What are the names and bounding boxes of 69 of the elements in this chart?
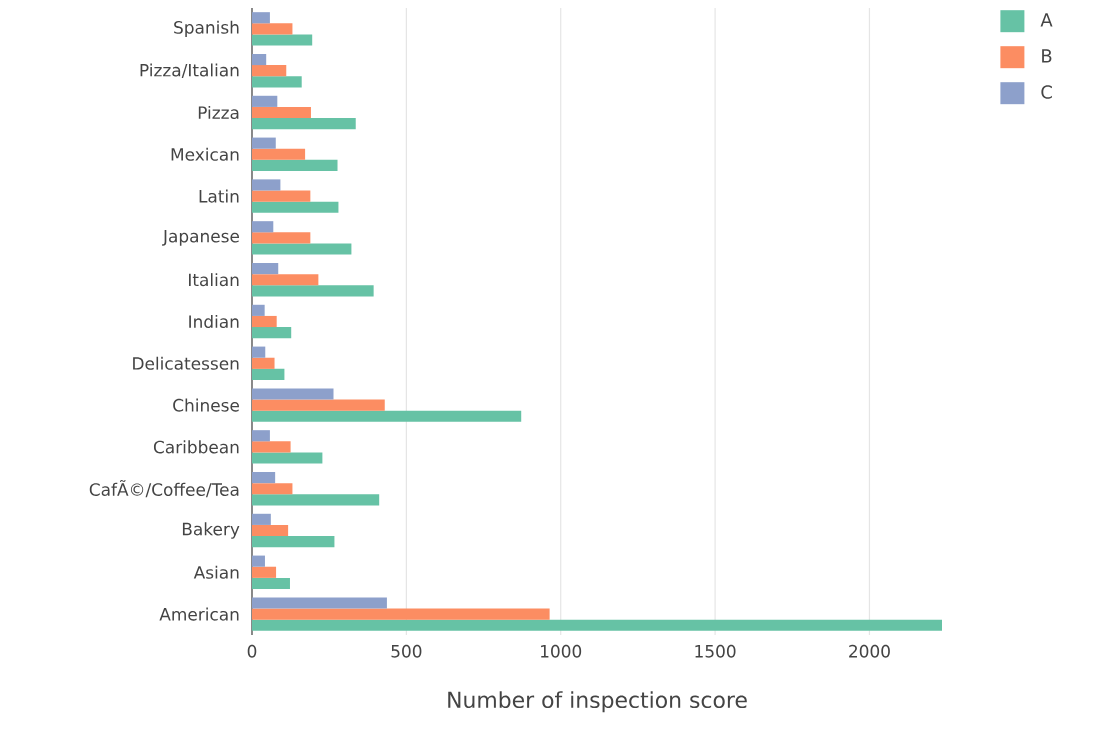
- y-tick-label: Caribbean: [153, 440, 239, 454]
- bar: [252, 368, 285, 381]
- bar: [252, 190, 311, 202]
- bar: [252, 65, 287, 77]
- bar: [252, 262, 279, 275]
- bar: [252, 471, 276, 484]
- bar: [252, 555, 265, 567]
- legend-label: A: [1040, 13, 1053, 27]
- bar: [252, 357, 275, 369]
- bar: [252, 243, 352, 255]
- bar: [252, 201, 339, 213]
- bar: [252, 137, 276, 149]
- bar: [252, 608, 550, 620]
- bar: [252, 483, 293, 495]
- x-tick-label: 1500: [695, 644, 736, 658]
- bar: [252, 148, 306, 160]
- bar: [252, 76, 302, 88]
- y-tick-label: Bakery: [182, 522, 240, 539]
- bar: [252, 597, 387, 609]
- bar: [252, 577, 290, 590]
- bar: [252, 304, 265, 316]
- bar: [252, 12, 270, 24]
- y-tick-label: Mexican: [171, 147, 239, 161]
- y-tick-label: Italian: [189, 273, 239, 287]
- y-tick-label: Delicatessen: [133, 356, 239, 370]
- legend-label: B: [1042, 49, 1052, 63]
- bar: [252, 232, 311, 244]
- y-tick-label: Spanish: [174, 20, 239, 38]
- bar: [252, 452, 323, 464]
- x-tick-label: 0: [247, 644, 257, 658]
- bar: [252, 524, 289, 537]
- bar: [252, 430, 270, 442]
- y-tick-label: Asian: [193, 565, 239, 579]
- bar: [252, 23, 293, 35]
- x-tick-label: 500: [391, 644, 422, 658]
- bar: [252, 494, 380, 506]
- bar: [252, 221, 274, 233]
- bar: [252, 388, 334, 400]
- y-tick-label: Chinese: [173, 398, 239, 412]
- bar: [252, 95, 278, 107]
- bar: [252, 285, 374, 297]
- legend-label: C: [1041, 85, 1052, 99]
- bar: [252, 513, 271, 525]
- bar: [252, 53, 267, 66]
- bar: [252, 118, 356, 130]
- y-tick-label: Indian: [189, 314, 239, 329]
- bar: [252, 274, 319, 286]
- y-tick-label: Pizza: [198, 105, 239, 120]
- bar: [252, 566, 277, 578]
- bar: [252, 536, 335, 548]
- x-tick-label: 1000: [541, 644, 582, 658]
- x-tick-label: 2000: [849, 644, 890, 658]
- bar: [252, 159, 338, 172]
- y-tick-label: Latin: [199, 189, 239, 203]
- y-tick-label: Japanese: [162, 229, 240, 246]
- y-tick-label: Pizza/Italian: [140, 63, 239, 78]
- bar: [252, 410, 522, 422]
- bar: [252, 441, 291, 453]
- bar: [252, 327, 292, 339]
- y-tick-label: CafÃ©/Coffee/Tea: [89, 480, 239, 498]
- bar: [252, 399, 385, 411]
- bar: [252, 106, 311, 119]
- y-tick-label: American: [159, 607, 239, 621]
- bar: [252, 34, 313, 46]
- x-axis-title: Number of inspection score: [448, 691, 747, 713]
- bar: [252, 619, 943, 631]
- bar: [252, 346, 266, 358]
- bar: [252, 179, 281, 191]
- bar: [252, 315, 277, 328]
